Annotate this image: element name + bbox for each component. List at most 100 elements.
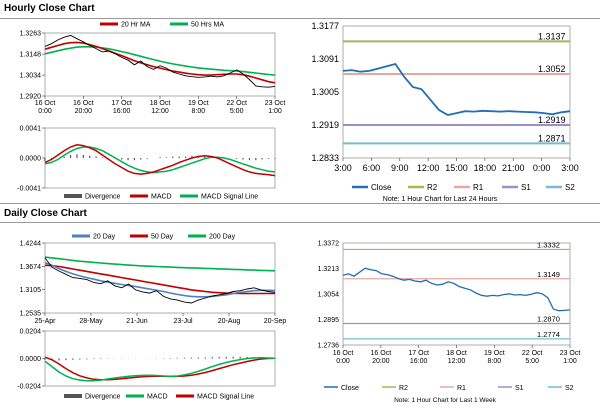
daily-price-line [44,257,276,304]
hourly-pivot-note: Note: 1 Hour Chart for Last 24 Hours [383,196,498,203]
daily-macd-legend-macd-label: MACD [147,394,168,401]
daily-macd-y-tick-label: 0.0204 [20,329,42,336]
hourly-price-y-tick-label: 1.3263 [20,31,42,38]
daily-pivot-close-line [342,267,571,312]
daily-macd-y-tick-label: 0.0000 [20,356,42,363]
hourly-section-title: Hourly Close Chart [4,3,95,14]
hourly-pivot-legend-label: S2 [565,183,575,192]
hourly-pivot-legend-label: Close [371,183,392,192]
daily-price-y-tick-label: 1.3105 [20,287,42,294]
hourly-pivot-x-tick-label: 9:00 [391,163,409,173]
daily-pivot-x-tick-label: 19 Oct 8:00 [484,350,505,365]
hourly-pivot-y-tick-label: 1.3005 [311,87,339,97]
daily-legend-20day-label: 20 Day [93,234,116,241]
daily-pivot-x-tick-label: 16 Oct 20:00 [371,350,392,365]
hourly-price-x-tick-label: 19 Oct 8:00 [188,100,209,115]
hourly-pivot-y-tick-label: 1.2833 [311,153,339,163]
hourly-macd-line [44,144,276,177]
daily-macd-legend-div-label: Divergence [85,394,121,401]
hourly-macd-y-tick-label: 0.0000 [20,156,42,163]
hourly-macd-legend-signal-label: MACD Signal Line [201,194,258,201]
hourly-pivot-r1-label: 1.3052 [538,64,566,74]
daily-price-y-tick-label: 1.2535 [20,311,42,318]
daily-price-x-tick-label: 25-Apr [34,318,56,325]
hourly-pivot-frame [342,25,571,159]
daily-pivot-x-tick-label: 22 Oct 5:00 [522,350,543,365]
section-divider [0,18,600,19]
daily-legend-200day-label: 200 Day [209,234,236,241]
daily-pivot-x-tick-label: 16 Oct 0:00 [333,350,354,365]
hourly-pivot-close-line [342,62,571,116]
daily-pivot-s2-label: 1.2774 [537,330,560,339]
hourly-pivot-y-tick-label: 1.3177 [311,21,339,31]
daily-pivot-s1-label: 1.2870 [537,315,560,324]
hourly-50hr-ma-line [44,45,276,76]
hourly-price-x-tick-label: 17 Oct 16:00 [111,100,132,115]
hourly-price-y-tick-label: 1.3148 [20,52,42,59]
section-divider [0,222,600,223]
daily-pivot-legend-label: S2 [565,385,574,392]
hourly-price-x-tick-label: 16 Oct 20:00 [73,100,94,115]
daily-200day-ma-line [44,256,276,272]
daily-pivot-y-tick-label: 1.2895 [318,317,340,324]
hourly-legend-50hr-label: 50 Hrs MA [191,22,224,29]
section-divider [0,203,600,204]
hourly-macd-legend-div-label: Divergence [85,194,121,201]
hourly-pivot-x-tick-label: 6:00 [363,163,381,173]
hourly-price-y-tick-label: 1.2920 [20,94,42,101]
daily-section-title: Daily Close Chart [4,208,87,219]
hourly-pivot-y-tick-label: 1.3091 [311,54,339,64]
daily-price-x-tick-label: 28-May [79,318,103,325]
hourly-20hr-ma-line [44,41,276,84]
daily-pivot-legend-label: R1 [457,385,466,392]
hourly-macd-y-tick-label: -0.0041 [17,186,41,193]
daily-pivot-legend-label: Close [341,385,359,392]
hourly-pivot-x-tick-label: 21:00 [502,163,525,173]
daily-pivot-x-tick-label: 18 Oct 12:00 [446,350,467,365]
hourly-pivot-y-tick-label: 1.2919 [311,120,339,130]
hourly-pivot-legend-label: S1 [521,183,531,192]
daily-legend-50day-label: 50 Day [151,234,174,241]
daily-pivot-x-tick-label: 17 Oct 16:00 [408,350,429,365]
daily-price-y-tick-label: 1.4244 [20,241,42,248]
daily-price-x-tick-label: 20-Sep [264,318,287,325]
hourly-pivot-legend-label: R1 [473,183,484,192]
daily-price-frame [44,242,276,314]
daily-pivot-legend-label: S1 [515,385,524,392]
daily-pivot-y-tick-label: 1.3213 [318,266,340,273]
daily-macd-line [44,356,276,382]
hourly-price-x-tick-label: 23 Oct 1:00 [265,100,286,115]
hourly-pivot-s2-label: 1.2871 [538,133,566,143]
daily-pivot-y-tick-label: 1.3372 [318,241,340,248]
daily-price-x-tick-label: 23-Jul [173,318,193,325]
hourly-macd-legend-macd-label: MACD [151,194,172,201]
hourly-pivot-x-tick-label: 3:00 [561,163,579,173]
daily-price-x-tick-label: 21-Jun [126,318,148,325]
daily-price-x-tick-label: 20-Aug [218,318,241,325]
daily-pivot-r1-label: 1.3149 [537,270,560,279]
hourly-macd-y-tick-label: 0.0041 [20,126,42,133]
hourly-macd-signal-line [44,146,276,174]
daily-20day-ma-line [44,262,276,298]
hourly-pivot-x-tick-label: 3:00 [334,163,352,173]
hourly-pivot-x-tick-label: 18:00 [474,163,497,173]
daily-pivot-y-tick-label: 1.2736 [318,343,340,350]
hourly-legend-20hr-label: 20 Hr MA [121,22,151,29]
daily-macd-legend-signal-label: MACD Signal Line [197,394,254,401]
hourly-pivot-s1-label: 1.2919 [538,115,566,125]
daily-macd-y-tick-label: -0.0204 [17,384,41,391]
daily-pivot-frame [342,242,571,346]
hourly-pivot-legend-label: R2 [427,183,438,192]
hourly-price-x-tick-label: 18 Oct 12:00 [150,100,171,115]
daily-pivot-r2-label: 1.3332 [537,240,560,249]
daily-pivot-y-tick-label: 1.3054 [318,292,340,299]
hourly-pivot-x-tick-label: 12:00 [417,163,440,173]
hourly-price-line [44,34,276,88]
hourly-price-x-tick-label: 16 Oct 0:00 [35,100,56,115]
hourly-pivot-x-tick-label: 15:00 [445,163,468,173]
hourly-price-y-tick-label: 1.3034 [20,73,42,80]
daily-price-y-tick-label: 1.3674 [20,264,42,271]
daily-pivot-note: Note: 1 Hour Chart for Last 1 Week [394,397,497,404]
hourly-pivot-x-tick-label: 0:00 [533,163,551,173]
